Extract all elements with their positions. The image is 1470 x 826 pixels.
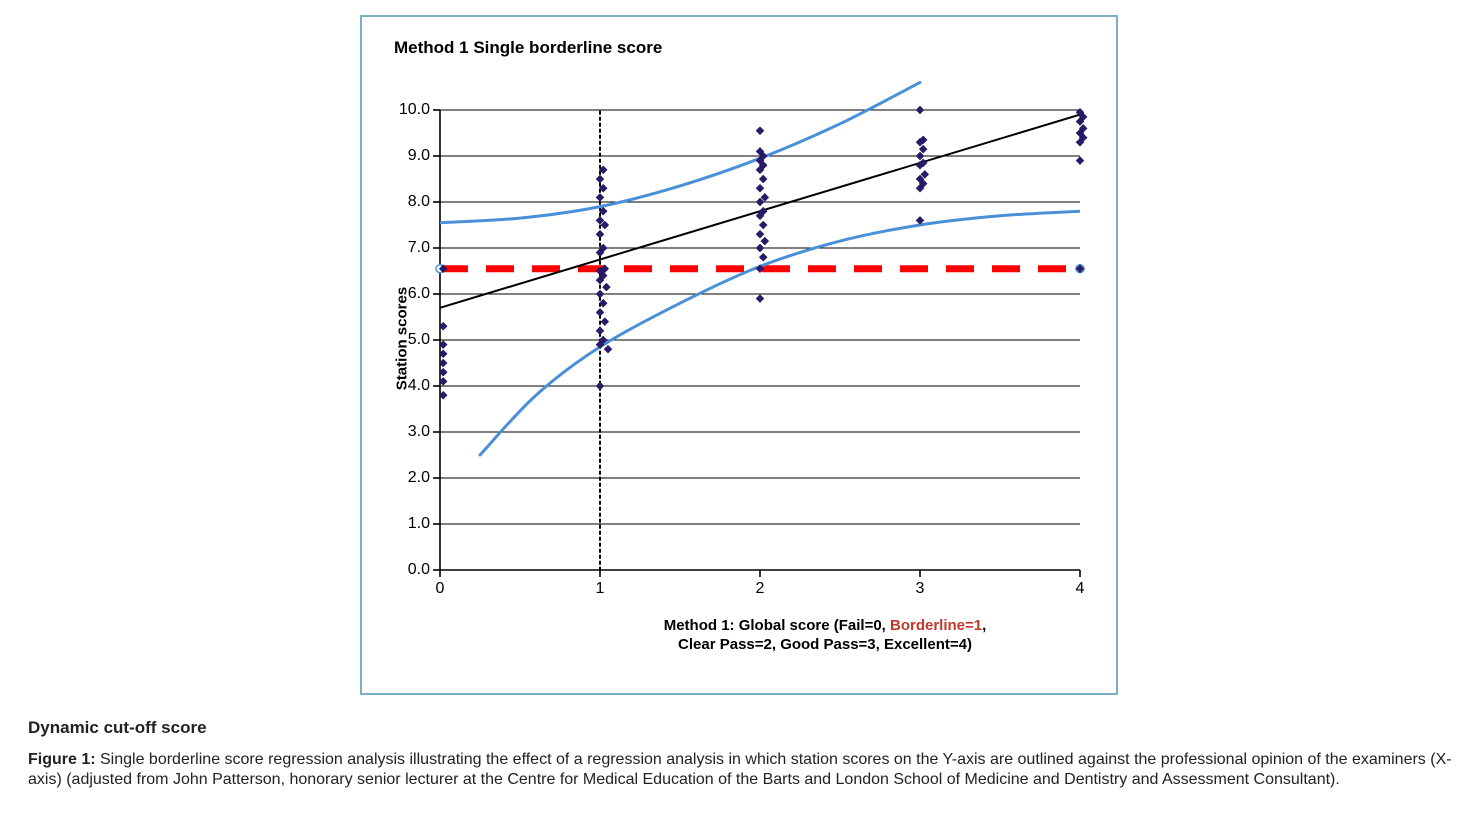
tick-label: 8.0 [384, 193, 430, 211]
tick-label: 2.0 [384, 469, 430, 487]
tick-label: 4 [1065, 580, 1095, 598]
scatter-plot [400, 70, 1120, 610]
figure-caption-body: Single borderline score regression analy… [28, 751, 1452, 788]
tick-label: 1.0 [384, 515, 430, 533]
tick-label: 1 [585, 580, 615, 598]
tick-label: 0.0 [384, 561, 430, 579]
tick-label: 6.0 [384, 285, 430, 303]
tick-label: 4.0 [384, 377, 430, 395]
figure-caption-label: Figure 1: [28, 751, 96, 768]
tick-label: 3.0 [384, 423, 430, 441]
tick-label: 9.0 [384, 147, 430, 165]
figure-caption: Figure 1: Single borderline score regres… [28, 750, 1470, 790]
x-axis-label: Method 1: Global score (Fail=0, Borderli… [555, 617, 1095, 655]
x-axis-label-line1-suffix: , [982, 617, 986, 634]
tick-label: 7.0 [384, 239, 430, 257]
tick-label: 2 [745, 580, 775, 598]
tick-label: 3 [905, 580, 935, 598]
tick-label: 5.0 [384, 331, 430, 349]
page-root: Method 1 Single borderline score Station… [0, 0, 1470, 826]
x-axis-label-line2: Clear Pass=2, Good Pass=3, Excellent=4) [678, 636, 972, 653]
section-heading-dynamic-cutoff: Dynamic cut-off score [28, 718, 207, 738]
chart-title: Method 1 Single borderline score [394, 38, 662, 58]
x-axis-label-borderline: Borderline=1 [890, 617, 982, 634]
tick-label: 0 [425, 580, 455, 598]
tick-label: 10.0 [384, 101, 430, 119]
x-axis-label-line1-prefix: Method 1: Global score (Fail=0, [664, 617, 890, 634]
